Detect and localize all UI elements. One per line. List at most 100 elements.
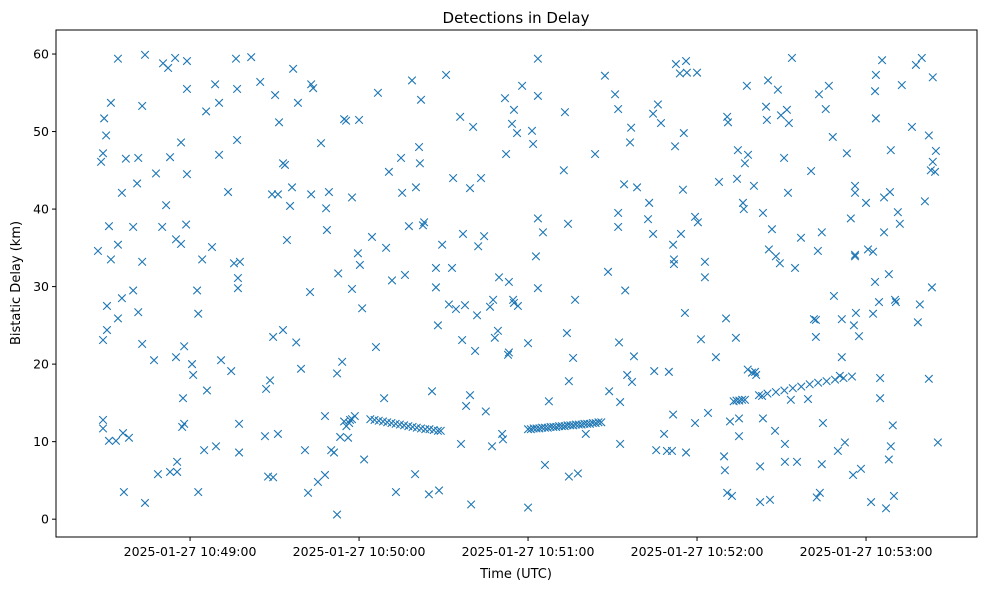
data-point (884, 270, 894, 279)
data-point (197, 255, 207, 264)
data-point (437, 240, 447, 249)
data-point (822, 376, 831, 386)
data-point (410, 470, 420, 479)
data-point (214, 98, 224, 108)
data-point (447, 263, 457, 273)
data-point (888, 421, 897, 430)
data-point (296, 364, 306, 373)
data-point (676, 229, 686, 239)
data-point (629, 352, 639, 361)
data-point (897, 80, 906, 90)
data-point (562, 328, 572, 338)
data-point (188, 370, 198, 380)
data-point (337, 357, 347, 366)
data-point (512, 128, 522, 138)
data-point (509, 298, 519, 308)
data-point (886, 442, 896, 451)
data-point (773, 85, 783, 94)
data-point (137, 339, 147, 349)
x-tick-label: 2025-01-27 10:53:00 (800, 544, 933, 559)
data-point (465, 183, 475, 193)
chart-title: Detections in Delay (443, 9, 590, 27)
data-point (682, 68, 692, 77)
data-point (128, 286, 138, 295)
data-point (414, 142, 424, 152)
data-point (419, 218, 429, 227)
data-point (137, 101, 147, 111)
data-point (216, 356, 226, 365)
data-point (721, 314, 731, 323)
data-point (670, 142, 680, 151)
data-point (404, 221, 414, 231)
data-point (850, 252, 860, 261)
data-point (102, 325, 112, 335)
data-point (788, 383, 797, 393)
data-point (849, 321, 859, 330)
data-point (456, 439, 466, 449)
data-point (933, 438, 943, 447)
x-tick-label: 2025-01-27 10:50:00 (293, 544, 426, 559)
data-point (757, 391, 767, 401)
data-point (780, 386, 789, 395)
data-point (113, 314, 123, 323)
data-point (504, 277, 514, 287)
data-point (111, 436, 121, 446)
data-point (743, 365, 752, 374)
data-point (171, 352, 181, 362)
data-point (531, 252, 541, 261)
data-point (267, 190, 277, 199)
data-point (627, 377, 637, 387)
data-point (720, 466, 730, 475)
data-point (98, 415, 108, 425)
data-point (839, 373, 848, 383)
data-point (890, 295, 900, 304)
data-point (335, 432, 345, 442)
data-point (731, 333, 741, 342)
data-point (854, 332, 864, 341)
data-point (285, 201, 295, 211)
data-point (681, 448, 691, 457)
data-point (503, 350, 513, 360)
data-point (192, 286, 202, 295)
data-point (487, 442, 497, 451)
data-point (764, 245, 774, 254)
data-point (779, 153, 789, 163)
data-point (681, 56, 691, 66)
y-tick-label: 50 (33, 124, 49, 139)
data-point (293, 98, 303, 108)
data-point (927, 283, 937, 292)
data-point (564, 376, 574, 386)
data-point (99, 114, 109, 123)
data-point (614, 338, 624, 347)
data-point (740, 395, 750, 404)
data-point (915, 300, 925, 309)
data-point (559, 166, 569, 175)
data-point (194, 487, 203, 497)
data-point (523, 339, 533, 348)
data-point (615, 439, 625, 449)
data-point (288, 64, 298, 73)
data-point (656, 118, 666, 128)
data-point (930, 167, 940, 177)
data-point (334, 269, 343, 278)
data-point (603, 267, 613, 277)
data-point (750, 367, 760, 377)
data-point (523, 503, 533, 512)
data-point (223, 187, 233, 197)
data-point (623, 370, 632, 380)
data-point (870, 87, 880, 96)
data-point (231, 54, 241, 63)
data-point (813, 246, 823, 256)
data-point (134, 153, 143, 163)
data-point (700, 273, 710, 282)
data-point (98, 424, 108, 433)
data-point (316, 138, 326, 148)
data-point (792, 457, 802, 466)
data-point (113, 240, 123, 249)
data-point (604, 387, 614, 396)
data-point (626, 123, 636, 132)
data-point (400, 270, 410, 280)
data-point (690, 418, 700, 428)
data-point (533, 54, 543, 63)
data-point (797, 382, 806, 391)
